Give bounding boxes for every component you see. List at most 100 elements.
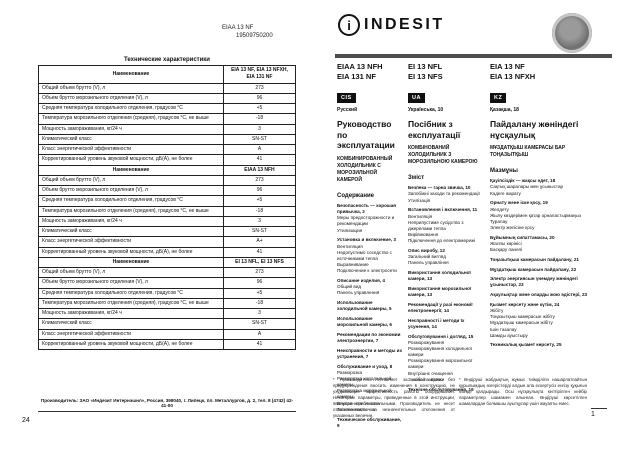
spec-value-cell: A — [223, 328, 296, 340]
contents-entry: Қызмет көрсету және күтім, 24 — [490, 301, 560, 307]
contents-subentry: Меры предосторожности и рекомендации — [337, 215, 395, 227]
spec-section-header-row: Наименование EIA 13 NF, EIA 13 NFXH, EIA … — [38, 65, 296, 84]
contents-entry: Несправності і методи їх усунення, 14 — [408, 317, 465, 329]
contents-entries: Безопасность — хорошая привычка, 2 Меры п… — [337, 203, 403, 429]
spec-label-cell: Общий объем брутто (V), л — [38, 82, 224, 94]
contents-subentry: Замена лампочки — [337, 406, 375, 412]
model-column: EI 13 NFL EI 13 NFS — [408, 62, 490, 82]
column-title: Руководство по эксплуатации — [337, 119, 395, 151]
contents-subentry: Желдету — [490, 206, 509, 212]
ua-language-label: Українська, 10 — [408, 107, 444, 113]
model-name: EIA 13 NF — [490, 62, 525, 71]
legal-footnote-ru: * Производитель оставляет за собой право… — [333, 377, 455, 418]
cis-badge: CIS — [337, 93, 356, 103]
column-subtitle: КОМБІНОВАНИЙ ХОЛОДИЛЬНИК З МОРОЗИЛЬНОЮ К… — [408, 145, 478, 166]
contents-subentry: Общий вид — [337, 284, 362, 290]
contents-entry: Описание изделия, 4 — [337, 277, 385, 283]
contents-subentry: Розморожування морозильної камери — [408, 358, 473, 370]
page-number-left: 24 — [22, 417, 30, 424]
header-divider — [335, 54, 612, 58]
contents-entry: Ақаулықтар және оларды жою әдістері, 23 — [490, 292, 588, 298]
language-badge-kz: KZ Қазақша, 18 — [490, 86, 580, 113]
contents-entry: Обслуживание и уход, 8 — [337, 363, 393, 369]
spec-row: Класс энергетической эффективности A+ — [38, 236, 296, 248]
contents-subentry: Жылу көздерімен қатар орналастырмаңыз — [490, 212, 581, 218]
spec-row: Климатический класс SN-ST — [38, 133, 296, 146]
spec-value-cell: SN-ST — [223, 318, 296, 330]
spec-label-cell: Средняя температура холодильного отделен… — [38, 195, 224, 207]
spec-row: Общий объем брутто (V), л 273 — [38, 266, 296, 279]
model-name: EIAA 13 NFH — [337, 62, 383, 71]
contents-heading: Содержание — [337, 192, 374, 199]
spec-row: Температура морозильного отделения (сред… — [38, 113, 296, 125]
cis-language-label: Русский — [337, 107, 358, 113]
contents-subentry: Тоңазытқыш камерасын жібіту — [490, 314, 555, 320]
contents-subentry: Разморозка холодильной камеры — [337, 375, 392, 388]
contents-entry: Обслуговування і догляд, 15 — [408, 333, 474, 339]
model-name: EIA 131 NF — [337, 72, 376, 82]
page-number-right: 1 — [591, 408, 607, 418]
spec-label-cell: Средняя температура холодильного отделен… — [38, 102, 224, 115]
spec-value-cell: 41 — [223, 154, 296, 166]
spec-label-cell: Класс энергетической эффективности — [38, 143, 224, 156]
spec-row: Климатический класс SN-ST — [38, 318, 296, 330]
spec-value-cell: -18 — [223, 297, 296, 310]
contents-entry: Безпека — гарна звичка, 10 — [408, 185, 471, 191]
spec-label-cell: Класс энергетической эффективности — [38, 236, 224, 248]
spec-value-cell: -18 — [223, 113, 296, 125]
spec-row: Объем брутто морозильного отделения (V),… — [38, 92, 296, 105]
model-list: EIAA 13 NFH EIA 131 NF EI 13 NFL EI 13 NFS E… — [337, 62, 535, 82]
contents-entry: Бұйымның сипаттамасы, 20 — [490, 234, 555, 240]
spec-label-cell: Класс энергетической эффективности — [38, 328, 224, 340]
kz-badge: KZ — [490, 93, 507, 103]
spec-label-cell: Объем брутто морозильного отделения (V),… — [38, 184, 224, 197]
spec-section-header-row: Наименование EI 13 NFL, EI 13 NFS — [38, 256, 296, 269]
spec-section-header-row: Наименование EIAA 13 NFH — [38, 164, 296, 176]
contents-subentry: Загальний вигляд — [408, 254, 446, 260]
kz-language-label: Қазақша, 18 — [490, 107, 519, 113]
contents-subentry: Недопустимо соседство с источниками тепл… — [337, 249, 392, 261]
indesit-logo: i INDESIT — [338, 14, 445, 36]
contents-subentry: Заміна лампочки — [408, 376, 445, 382]
contents-entry: Рекомендації у разі економії електроенер… — [408, 301, 473, 313]
contents-subentry: Вирівнювання — [408, 232, 439, 238]
model-column: EIAA 13 NFH EIA 131 NF — [337, 62, 408, 82]
contents-subentry: Сақтық шаралары мен ұсыныстар — [490, 184, 564, 190]
contents-subentry: Панель управления — [337, 290, 380, 296]
spec-value-cell: 96 — [223, 277, 296, 289]
spec-value-cell: -18 — [223, 205, 296, 217]
contents-entries: Безпека — гарна звичка, 10 Запобіжні захо… — [408, 185, 484, 392]
contents-subentry: Внутрішнє очищення — [408, 370, 453, 376]
contents-subentry: Розморожування — [408, 339, 445, 345]
contents-entry: Электр энергиясын үнемдеу жөніндегі ұсын… — [490, 276, 578, 288]
models-header-cell: EIAA 13 NFH — [223, 164, 296, 176]
contents-subentry: Разморозка морозильной камеры — [337, 388, 392, 400]
part-number-code: 19509750200 — [236, 33, 273, 40]
spec-row: Объем брутто морозильного отделения (V),… — [38, 184, 296, 197]
spec-value-cell: 273 — [223, 82, 296, 94]
spec-row: Средняя температура холодильного отделен… — [38, 195, 296, 207]
contents-subentry: Внутренняя очистка — [337, 400, 380, 406]
contents-column-russian: Руководство по эксплуатации КОМБИНИРОВАН… — [337, 119, 403, 429]
column-title: Посібник з експлуатації — [408, 119, 461, 140]
contents-subentry: Разморозка — [337, 369, 363, 375]
models-header-cell: EI 13 NFL, EI 13 NFS — [223, 256, 296, 269]
spec-value-cell: +5 — [223, 195, 296, 207]
contents-entry: Рекомендации по экономии электроэнергии,… — [337, 331, 401, 343]
spec-row: Объем брутто морозильного отделения (V),… — [38, 277, 296, 289]
contents-subentry: Электр желісіне қосу — [490, 225, 535, 231]
contents-entry: Установка и включение, 3 — [337, 237, 396, 243]
contents-entry: Қауіпсіздік — жақсы әдет, 18 — [490, 178, 556, 184]
contents-entry: Технічне обслуговування, 16 — [408, 386, 474, 392]
spec-row: Корректированный уровень звуковой мощнос… — [38, 246, 296, 258]
spec-row: Корректированный уровень звуковой мощнос… — [38, 154, 296, 166]
spec-label-cell: Корректированный уровень звуковой мощнос… — [38, 338, 224, 351]
model-column: EIA 13 NF EIA 13 NFXH — [490, 62, 535, 82]
spec-row: Температура морозильного отделения (сред… — [38, 297, 296, 310]
contents-subentry: Утилізація — [408, 197, 431, 203]
contents-entries: Қауіпсіздік — жақсы әдет, 18 Сақтық шарал… — [490, 178, 592, 348]
contents-subentry: Запобіжні заходи та рекомендації — [408, 191, 480, 197]
spec-label-cell: Средняя температура холодильного отделен… — [38, 287, 224, 299]
